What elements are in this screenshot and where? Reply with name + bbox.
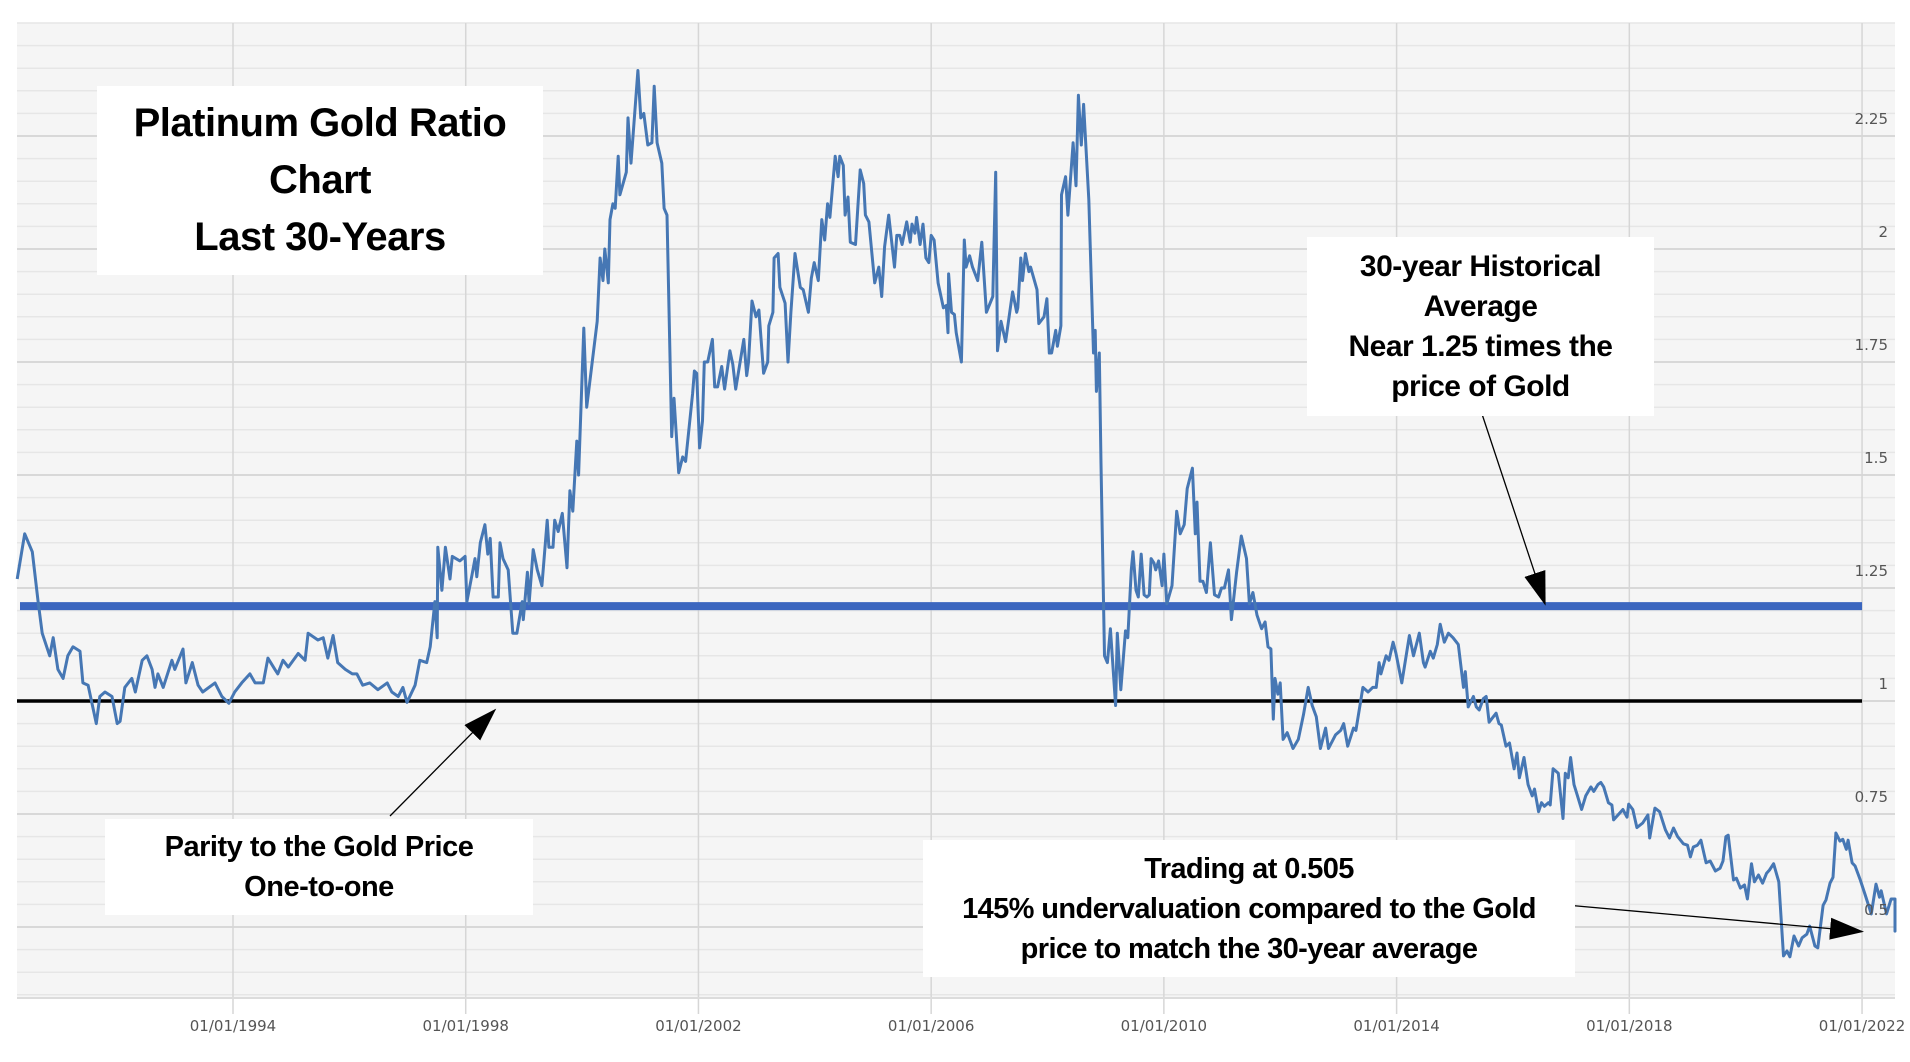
y-tick-label: 2.25 <box>1855 110 1888 128</box>
avg-arrow <box>1481 413 1546 606</box>
avg-annotation-line-1: 30-year Historical <box>1359 249 1602 283</box>
x-axis-labels: 01/01/1994 01/01/1998 01/01/2002 01/01/2006… <box>190 1017 1906 1035</box>
y-tick-label: 0.5 <box>1864 901 1888 919</box>
parity-arrow <box>389 708 497 817</box>
annotation-arrows <box>389 413 1865 940</box>
avg-annotation-line-4: price of Gold <box>1391 369 1570 403</box>
y-tick-label: 1.25 <box>1855 562 1888 580</box>
x-tick-label: 01/01/1994 <box>190 1017 276 1035</box>
avg-annotation-line-3: Near 1.25 times the <box>1348 329 1613 363</box>
x-tick-label: 01/01/2002 <box>655 1017 741 1035</box>
y-tick-label: 0.75 <box>1855 788 1888 806</box>
x-tick-label: 01/01/2022 <box>1819 1017 1905 1035</box>
historical-average-annotation: 30-year Historical Average Near 1.25 tim… <box>1307 237 1654 416</box>
chart-title-line-3: Last 30-Years <box>194 215 446 259</box>
y-tick-label: 1.75 <box>1855 336 1888 354</box>
trading-annotation-line-3: price to match the 30-year average <box>1020 932 1478 965</box>
y-tick-label: 1.5 <box>1864 449 1888 467</box>
parity-annotation-line-2: One-to-one <box>244 871 394 903</box>
x-tick-label: 01/01/1998 <box>422 1017 508 1035</box>
avg-annotation-line-2: Average <box>1423 289 1538 323</box>
chart-title-line-2: Chart <box>269 158 371 202</box>
trading-arrow <box>1565 904 1865 940</box>
current-trading-annotation: Trading at 0.505 145% undervaluation com… <box>923 840 1575 977</box>
y-tick-label: 1 <box>1878 675 1888 693</box>
ratio-series-line <box>15 69 1897 959</box>
x-tick-label: 01/01/2018 <box>1586 1017 1672 1035</box>
trading-annotation-line-2: 145% undervaluation compared to the Gold <box>962 892 1536 925</box>
y-axis-labels: 0.5 0.75 1 1.25 1.5 1.75 2 2.25 <box>1855 110 1888 919</box>
reference-lines <box>17 602 1863 703</box>
chart-title-box: Platinum Gold Ratio Chart Last 30-Years <box>97 86 543 275</box>
x-tick-label: 01/01/2010 <box>1121 1017 1207 1035</box>
parity-annotation-line-1: Parity to the Gold Price <box>164 831 474 863</box>
x-tick-label: 01/01/2014 <box>1353 1017 1439 1035</box>
chart-title-line-1: Platinum Gold Ratio <box>133 101 507 145</box>
y-tick-label: 2 <box>1878 223 1888 241</box>
trading-annotation-line-1: Trading at 0.505 <box>1144 852 1354 885</box>
parity-annotation: Parity to the Gold Price One-to-one <box>105 819 533 915</box>
x-tick-label: 01/01/2006 <box>888 1017 974 1035</box>
